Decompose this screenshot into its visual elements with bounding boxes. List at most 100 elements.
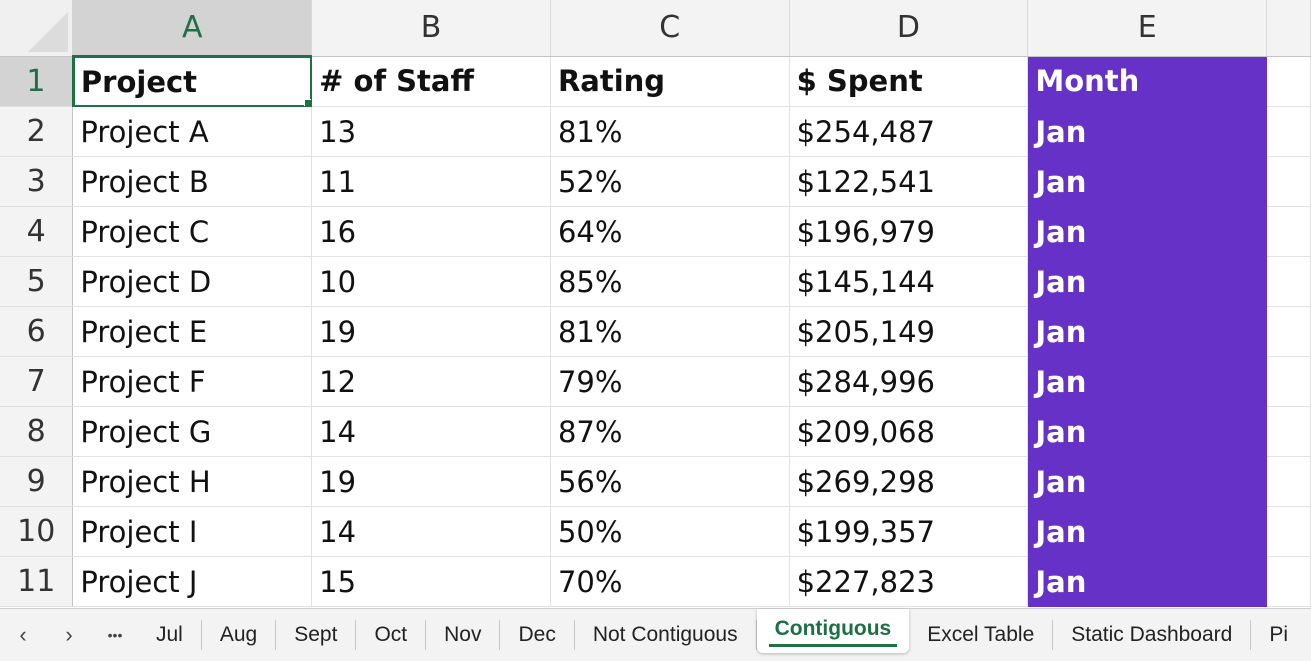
more-sheets-button[interactable]: ••• [92, 627, 138, 643]
row-header[interactable]: 11 [0, 556, 74, 607]
sheet-tab-jul[interactable]: Jul [138, 620, 202, 650]
table-cell[interactable] [1266, 506, 1311, 557]
table-cell[interactable]: Project F [72, 356, 313, 407]
row-header[interactable]: 6 [0, 306, 74, 357]
table-cell[interactable]: Jan [1027, 206, 1268, 257]
column-header-b[interactable]: B [311, 0, 551, 57]
table-cell[interactable]: $227,823 [789, 556, 1029, 607]
table-cell[interactable]: 50% [550, 506, 790, 557]
table-cell[interactable]: 85% [550, 256, 790, 307]
column-header-e[interactable]: E [1027, 0, 1268, 57]
row-header[interactable]: 10 [0, 506, 74, 557]
select-all-corner[interactable] [0, 0, 74, 57]
table-cell[interactable]: 19 [311, 456, 551, 507]
column-header-c[interactable]: C [550, 0, 790, 57]
table-cell[interactable] [1266, 556, 1311, 607]
sheet-tab-dec[interactable]: Dec [500, 620, 575, 650]
previous-sheet-button[interactable]: ‹ [0, 622, 46, 648]
table-cell[interactable]: 56% [550, 456, 790, 507]
table-cell[interactable]: Project I [72, 506, 313, 557]
column-header-d[interactable]: D [789, 0, 1029, 57]
table-cell[interactable]: $269,298 [789, 456, 1029, 507]
column-header-a[interactable]: A [72, 0, 313, 57]
table-cell[interactable] [1266, 156, 1311, 207]
table-cell[interactable]: Project A [72, 106, 313, 157]
table-cell[interactable]: Jan [1027, 156, 1268, 207]
row-header[interactable]: 3 [0, 156, 74, 207]
sheet-tab-oct[interactable]: Oct [356, 620, 427, 650]
table-cell[interactable]: 81% [550, 106, 790, 157]
sheet-tab-sept[interactable]: Sept [276, 620, 357, 650]
table-cell[interactable]: Project H [72, 456, 313, 507]
row-header[interactable]: 7 [0, 356, 74, 407]
fill-handle[interactable] [304, 99, 311, 106]
table-cell[interactable]: 16 [311, 206, 551, 257]
sheet-tab-not-contiguous[interactable]: Not Contiguous [575, 620, 757, 650]
table-cell[interactable] [1266, 406, 1311, 457]
table-cell[interactable]: 70% [550, 556, 790, 607]
table-cell[interactable]: $209,068 [789, 406, 1029, 457]
column-header-f[interactable] [1266, 0, 1311, 57]
cell-e1[interactable]: Month [1027, 56, 1268, 107]
table-cell[interactable]: $199,357 [789, 506, 1029, 557]
more-icon: ••• [107, 627, 123, 643]
table-cell[interactable]: 13 [311, 106, 551, 157]
sheet-tab-static-dashboard[interactable]: Static Dashboard [1053, 620, 1252, 650]
cell-c1[interactable]: Rating [550, 56, 790, 107]
cell-b1[interactable]: # of Staff [311, 56, 551, 107]
table-cell[interactable]: $205,149 [789, 306, 1029, 357]
table-cell[interactable] [1266, 256, 1311, 307]
table-cell[interactable]: 87% [550, 406, 790, 457]
table-cell[interactable]: 14 [311, 406, 551, 457]
table-cell[interactable]: 52% [550, 156, 790, 207]
table-cell[interactable]: Jan [1027, 406, 1268, 457]
sheet-tab-excel-table[interactable]: Excel Table [909, 620, 1054, 650]
cell-a1[interactable]: Project [72, 56, 313, 107]
table-cell[interactable] [1266, 206, 1311, 257]
table-cell[interactable]: Jan [1027, 106, 1268, 157]
table-cell[interactable]: $145,144 [789, 256, 1029, 307]
sheet-tab-contiguous[interactable]: Contiguous [756, 609, 910, 653]
table-cell[interactable]: 81% [550, 306, 790, 357]
table-cell[interactable]: 14 [311, 506, 551, 557]
table-cell[interactable]: $284,996 [789, 356, 1029, 407]
row-header[interactable]: 1 [0, 56, 74, 107]
table-cell[interactable]: Project C [72, 206, 313, 257]
next-sheet-button[interactable]: › [46, 622, 92, 648]
row-header[interactable]: 2 [0, 106, 74, 157]
table-cell[interactable]: $254,487 [789, 106, 1029, 157]
row-header[interactable]: 8 [0, 406, 74, 457]
row-header[interactable]: 4 [0, 206, 74, 257]
table-cell[interactable]: 19 [311, 306, 551, 357]
table-cell[interactable]: Project D [72, 256, 313, 307]
table-cell[interactable]: Project J [72, 556, 313, 607]
table-cell[interactable]: Jan [1027, 306, 1268, 357]
row-header[interactable]: 5 [0, 256, 74, 307]
table-cell[interactable]: $122,541 [789, 156, 1029, 207]
table-cell[interactable]: Jan [1027, 506, 1268, 557]
table-cell[interactable]: Project G [72, 406, 313, 457]
table-cell[interactable]: Project E [72, 306, 313, 357]
table-cell[interactable]: $196,979 [789, 206, 1029, 257]
table-cell[interactable] [1266, 456, 1311, 507]
cell-f1[interactable] [1266, 56, 1311, 107]
row-header[interactable]: 9 [0, 456, 74, 507]
table-cell[interactable]: Project B [72, 156, 313, 207]
table-cell[interactable]: 79% [550, 356, 790, 407]
table-cell[interactable]: 15 [311, 556, 551, 607]
table-cell[interactable]: Jan [1027, 356, 1268, 407]
sheet-tab-nov[interactable]: Nov [426, 620, 501, 650]
table-cell[interactable] [1266, 106, 1311, 157]
table-cell[interactable]: Jan [1027, 556, 1268, 607]
table-cell[interactable]: 11 [311, 156, 551, 207]
table-cell[interactable] [1266, 306, 1311, 357]
table-cell[interactable]: Jan [1027, 456, 1268, 507]
sheet-tab-partial[interactable]: Pi [1269, 623, 1289, 646]
cell-d1[interactable]: $ Spent [789, 56, 1029, 107]
sheet-tab-aug[interactable]: Aug [202, 620, 277, 650]
table-cell[interactable]: 64% [550, 206, 790, 257]
table-cell[interactable] [1266, 356, 1311, 407]
table-cell[interactable]: 10 [311, 256, 551, 307]
table-cell[interactable]: Jan [1027, 256, 1268, 307]
table-cell[interactable]: 12 [311, 356, 551, 407]
